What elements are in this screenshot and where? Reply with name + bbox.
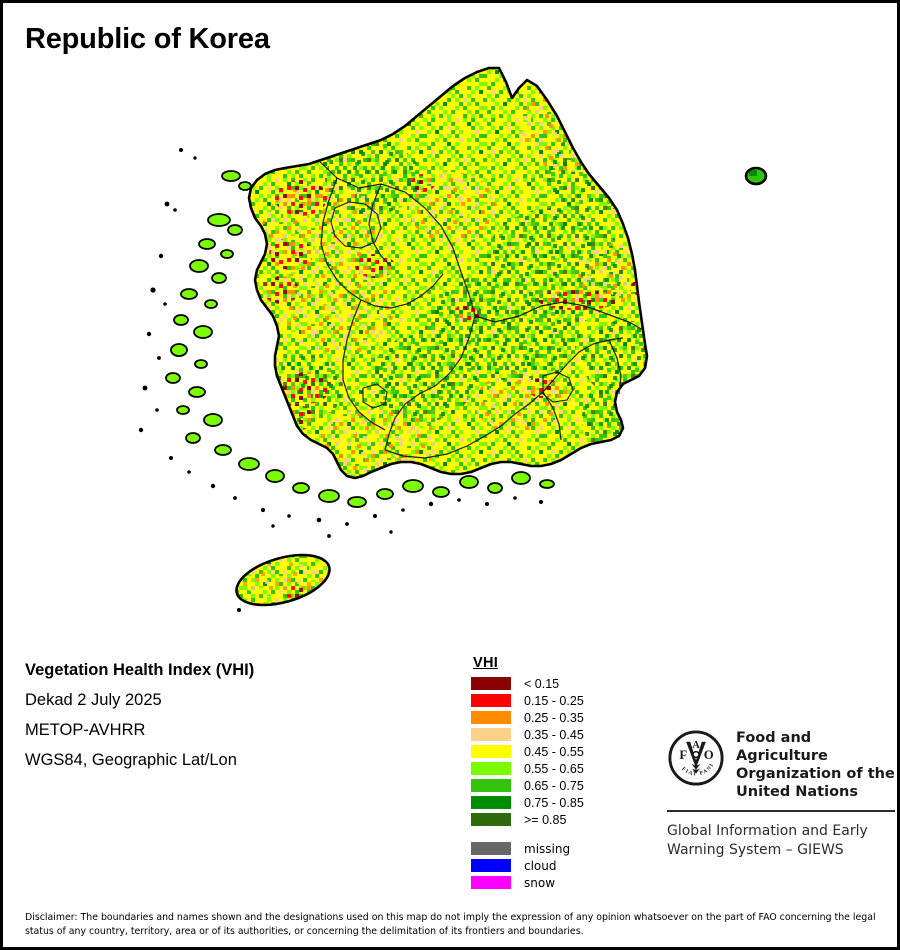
legend-row: 0.55 - 0.65 — [471, 760, 641, 777]
metadata-sensor: METOP-AVHRR — [25, 721, 146, 739]
legend-row-cloud: cloud — [471, 857, 641, 874]
jeju-island — [230, 545, 336, 615]
legend-swatch-icon — [471, 711, 511, 724]
giews-line-2: Warning System – GIEWS — [667, 842, 844, 858]
legend-swatch-icon — [471, 677, 511, 690]
legend-label: snow — [524, 875, 556, 890]
fao-org-line-1: Food and Agriculture — [736, 730, 828, 764]
legend-row: < 0.15 — [471, 675, 641, 692]
legend-label: 0.25 - 0.35 — [524, 710, 584, 725]
legend-swatch-icon — [471, 745, 511, 758]
svg-text:A: A — [692, 740, 700, 751]
legend-label: missing — [524, 841, 571, 856]
metadata-index-name: Vegetation Health Index (VHI) — [25, 661, 255, 679]
mainland-raster — [249, 68, 647, 478]
fao-org-line-2: Organization of the — [736, 766, 895, 782]
vhi-legend: VHI < 0.15 0.15 - 0.25 0.25 - 0.35 0.35 … — [471, 654, 641, 891]
map-metadata: Vegetation Health Index (VHI) Dekad 2 Ju… — [25, 655, 445, 775]
fao-branding: F A O FIAT PANIS Food and Agriculture Or… — [667, 729, 895, 860]
svg-text:F: F — [679, 748, 687, 762]
admin-boundary-seoul — [330, 201, 382, 249]
svg-text:O: O — [704, 748, 714, 762]
metadata-period: Dekad 2 July 2025 — [25, 691, 162, 709]
legend-row: 0.45 - 0.55 — [471, 743, 641, 760]
metadata-projection: WGS84, Geographic Lat/Lon — [25, 751, 237, 769]
legend-label: cloud — [524, 858, 557, 873]
legend-row: 0.65 - 0.75 — [471, 777, 641, 794]
legend-swatch-icon — [471, 694, 511, 707]
admin-boundaries — [318, 160, 644, 459]
fao-org-line-3: United Nations — [736, 784, 858, 800]
legend-swatch-icon — [471, 762, 511, 775]
legend-label: 0.35 - 0.45 — [524, 727, 584, 742]
legend-label: 0.55 - 0.65 — [524, 761, 584, 776]
legend-label: 0.65 - 0.75 — [524, 778, 584, 793]
legend-label: 0.15 - 0.25 — [524, 693, 584, 708]
legend-swatch-icon — [471, 779, 511, 792]
legend-label: >= 0.85 — [524, 812, 567, 827]
fao-organization-name: Food and Agriculture Organization of the… — [736, 729, 895, 801]
legend-row-missing: missing — [471, 840, 641, 857]
map-svg — [138, 66, 768, 615]
legend-swatch-icon — [471, 796, 511, 809]
west-south-islands — [138, 148, 555, 538]
ulleungdo-island — [744, 166, 768, 186]
mainland-coastline — [247, 66, 649, 480]
legend-class-list: < 0.15 0.15 - 0.25 0.25 - 0.35 0.35 - 0.… — [471, 675, 641, 891]
admin-boundary-gwangju — [362, 383, 388, 409]
fao-divider — [667, 810, 895, 812]
legend-label: 0.75 - 0.85 — [524, 795, 584, 810]
page-title: Republic of Korea — [25, 23, 270, 55]
legend-swatch-icon — [471, 728, 511, 741]
legend-swatch-icon — [471, 876, 511, 889]
legend-row-snow: snow — [471, 874, 641, 891]
admin-boundary-daegu — [542, 371, 574, 403]
legend-swatch-icon — [471, 842, 511, 855]
legend-row: 0.25 - 0.35 — [471, 709, 641, 726]
fao-logo-svg: F A O FIAT PANIS — [667, 729, 724, 786]
disclaimer-text: Disclaimer: The boundaries and names sho… — [25, 912, 876, 937]
legend-swatch-icon — [471, 859, 511, 872]
legend-divider — [471, 828, 641, 840]
legend-swatch-icon — [471, 813, 511, 826]
legend-row: 0.15 - 0.25 — [471, 692, 641, 709]
vhi-map — [123, 58, 803, 628]
legend-label: < 0.15 — [524, 676, 560, 691]
giews-line-1: Global Information and Early — [667, 823, 868, 839]
legend-label: 0.45 - 0.55 — [524, 744, 584, 759]
legend-row: 0.35 - 0.45 — [471, 726, 641, 743]
giews-programme-name: Global Information and Early Warning Sys… — [667, 822, 895, 860]
legend-title: VHI — [473, 655, 499, 671]
legend-row: 0.75 - 0.85 — [471, 794, 641, 811]
legend-row: >= 0.85 — [471, 811, 641, 828]
fao-logo-icon: F A O FIAT PANIS — [667, 729, 725, 791]
